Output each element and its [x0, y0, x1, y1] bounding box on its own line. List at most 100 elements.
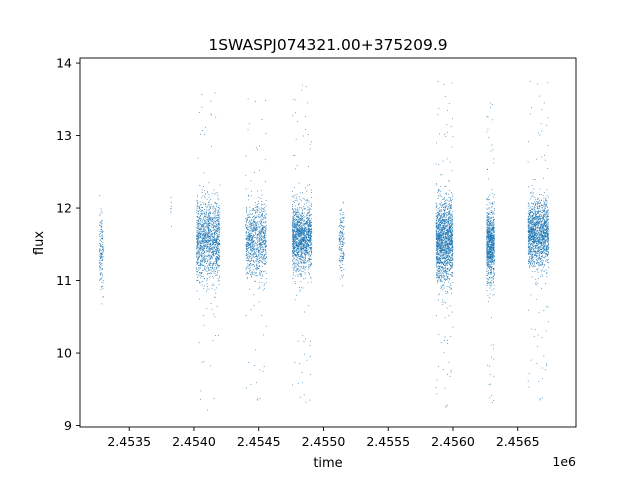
data-point — [442, 369, 444, 371]
data-point — [296, 264, 298, 265]
data-point — [250, 223, 252, 225]
data-point — [259, 170, 260, 172]
data-point — [218, 335, 219, 336]
data-point — [250, 195, 252, 197]
data-point — [206, 247, 208, 248]
data-point — [292, 221, 294, 223]
data-point — [448, 180, 450, 181]
data-point — [260, 274, 261, 276]
data-point — [215, 231, 217, 232]
data-point — [214, 226, 216, 228]
data-point — [199, 232, 201, 234]
data-point — [261, 219, 263, 221]
data-point — [439, 255, 441, 257]
data-point — [297, 229, 299, 231]
data-point — [204, 256, 205, 258]
data-point — [219, 221, 220, 223]
data-point — [198, 227, 200, 229]
data-point — [246, 272, 248, 274]
data-point — [302, 287, 304, 289]
data-point — [309, 239, 311, 240]
data-point — [199, 201, 201, 203]
data-point — [201, 246, 203, 247]
data-point — [100, 229, 102, 231]
data-point — [202, 257, 204, 259]
data-point — [297, 274, 299, 276]
data-point — [99, 242, 101, 244]
data-point — [196, 208, 198, 210]
data-point — [444, 209, 446, 211]
data-point — [292, 225, 293, 227]
data-point — [303, 219, 305, 221]
data-point — [246, 219, 248, 220]
data-point — [439, 248, 441, 250]
data-point — [218, 231, 220, 233]
data-point — [302, 251, 304, 253]
data-point — [310, 225, 312, 226]
data-point — [257, 268, 259, 270]
data-point — [216, 214, 218, 216]
data-point — [201, 251, 202, 253]
data-point — [438, 366, 440, 367]
data-point — [446, 259, 448, 261]
data-point — [302, 230, 304, 231]
data-point — [443, 207, 444, 209]
data-point — [444, 250, 446, 251]
data-point — [210, 114, 212, 116]
data-point — [260, 260, 261, 262]
data-point — [307, 218, 309, 220]
data-point — [249, 226, 251, 228]
data-point — [255, 147, 257, 149]
data-point — [441, 227, 443, 229]
data-point — [305, 243, 307, 245]
data-point — [310, 355, 311, 357]
data-point — [211, 256, 213, 258]
data-point — [257, 274, 259, 276]
data-point — [217, 224, 219, 225]
data-point — [198, 207, 200, 209]
data-point — [265, 241, 267, 243]
data-point — [305, 202, 307, 204]
data-point — [253, 266, 255, 268]
data-point — [341, 217, 343, 218]
data-point — [302, 239, 303, 241]
data-point — [217, 219, 219, 221]
data-point — [206, 219, 208, 221]
data-point — [209, 258, 211, 260]
data-point — [205, 261, 207, 263]
data-point — [252, 208, 254, 210]
data-point — [443, 215, 445, 216]
data-point — [303, 248, 305, 249]
data-point — [196, 244, 198, 246]
data-point — [216, 235, 218, 237]
data-point — [198, 269, 199, 271]
data-point — [437, 280, 438, 282]
data-point — [199, 208, 201, 210]
data-point — [253, 244, 255, 246]
data-point — [261, 254, 263, 256]
data-point — [250, 260, 252, 261]
data-point — [256, 263, 258, 265]
data-point — [216, 267, 218, 269]
data-point — [298, 227, 300, 228]
data-point — [339, 240, 340, 242]
data-point — [310, 249, 312, 250]
data-point — [206, 278, 208, 280]
data-point — [197, 242, 199, 243]
data-point — [450, 235, 452, 236]
data-point — [435, 256, 437, 258]
data-point — [216, 274, 218, 276]
data-point — [294, 236, 296, 238]
data-point — [201, 210, 202, 212]
data-point — [449, 224, 450, 225]
data-point — [442, 299, 444, 301]
data-point — [99, 195, 101, 196]
data-point — [307, 242, 309, 244]
data-point — [215, 252, 217, 253]
data-point — [205, 212, 207, 214]
data-point — [342, 251, 344, 253]
data-point — [214, 240, 216, 242]
data-point — [294, 231, 296, 233]
data-point — [310, 235, 311, 237]
data-point — [443, 251, 445, 253]
